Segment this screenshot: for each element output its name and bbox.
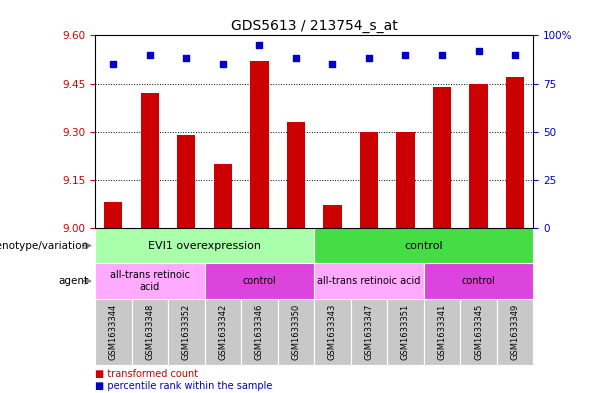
Bar	[397, 132, 414, 228]
Point	[181, 55, 191, 62]
Text: EVI1 overexpression: EVI1 overexpression	[148, 241, 261, 251]
Text: GSM1633351: GSM1633351	[401, 304, 410, 360]
Bar	[433, 87, 451, 228]
Text: GSM1633347: GSM1633347	[365, 304, 373, 360]
Text: ■ percentile rank within the sample: ■ percentile rank within the sample	[95, 381, 272, 391]
Point	[474, 48, 484, 54]
Point	[510, 51, 520, 58]
Bar	[497, 299, 533, 365]
Bar	[241, 299, 278, 365]
Point	[400, 51, 410, 58]
Text: genotype/variation: genotype/variation	[0, 241, 89, 251]
Bar	[360, 132, 378, 228]
Text: agent: agent	[59, 276, 89, 286]
Bar	[460, 299, 497, 365]
Bar	[104, 202, 123, 228]
Text: ■ transformed count: ■ transformed count	[95, 369, 198, 379]
Bar	[250, 61, 268, 228]
Text: GSM1633350: GSM1633350	[291, 304, 300, 360]
Bar	[140, 93, 159, 228]
Text: all-trans retinoic
acid: all-trans retinoic acid	[110, 270, 190, 292]
Bar	[424, 299, 460, 365]
Point	[327, 61, 337, 67]
Bar	[278, 299, 314, 365]
Text: GSM1633344: GSM1633344	[109, 304, 118, 360]
Bar	[314, 299, 351, 365]
Point	[218, 61, 228, 67]
Point	[437, 51, 447, 58]
Bar	[287, 122, 305, 228]
Text: GSM1633348: GSM1633348	[145, 304, 154, 360]
Point	[254, 42, 264, 48]
Bar	[351, 299, 387, 365]
Text: GSM1633341: GSM1633341	[438, 304, 446, 360]
Bar	[314, 263, 424, 299]
Text: GSM1633343: GSM1633343	[328, 304, 337, 360]
Bar	[424, 263, 533, 299]
Bar	[168, 299, 205, 365]
Point	[291, 55, 301, 62]
Bar	[470, 84, 488, 228]
Text: control: control	[405, 241, 443, 251]
Text: control: control	[462, 276, 495, 286]
Bar	[132, 299, 168, 365]
Bar	[205, 263, 314, 299]
Bar	[95, 263, 205, 299]
Text: GSM1633349: GSM1633349	[511, 304, 520, 360]
Title: GDS5613 / 213754_s_at: GDS5613 / 213754_s_at	[230, 19, 398, 33]
Bar	[95, 299, 132, 365]
Point	[109, 61, 118, 67]
Bar	[387, 299, 424, 365]
Text: GSM1633345: GSM1633345	[474, 304, 483, 360]
Text: GSM1633342: GSM1633342	[218, 304, 227, 360]
Bar	[95, 228, 314, 263]
Bar	[323, 206, 341, 228]
Text: control: control	[243, 276, 276, 286]
Text: GSM1633346: GSM1633346	[255, 304, 264, 360]
Bar	[214, 164, 232, 228]
Bar	[177, 135, 196, 228]
Point	[145, 51, 154, 58]
Bar	[205, 299, 241, 365]
Bar	[506, 77, 524, 228]
Point	[364, 55, 374, 62]
Text: GSM1633352: GSM1633352	[182, 304, 191, 360]
Text: all-trans retinoic acid: all-trans retinoic acid	[318, 276, 421, 286]
Bar	[314, 228, 533, 263]
